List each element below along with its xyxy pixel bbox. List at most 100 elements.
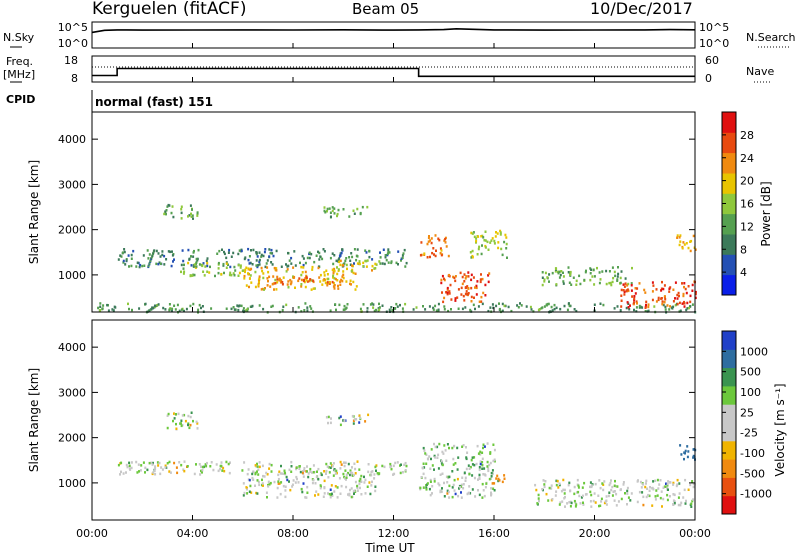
range-cell — [332, 474, 335, 477]
range-cell — [677, 291, 680, 295]
date-title: 10/Dec/2017 — [590, 0, 693, 18]
range-cell — [178, 309, 181, 313]
range-cell — [304, 277, 307, 280]
range-cell — [268, 467, 271, 470]
range-cell — [493, 448, 496, 452]
range-cell — [192, 251, 195, 254]
range-cell — [319, 280, 322, 283]
colorbar-tick-label: 28 — [740, 129, 754, 142]
range-cell — [354, 480, 357, 484]
range-cell — [676, 236, 679, 239]
range-cell — [562, 282, 565, 285]
range-cell — [484, 474, 487, 477]
range-cell — [358, 260, 361, 263]
range-cell — [443, 239, 446, 242]
range-cell — [304, 261, 307, 265]
range-cell — [343, 304, 346, 308]
range-cell — [367, 463, 370, 466]
range-cell — [364, 249, 367, 252]
range-cell — [664, 308, 667, 311]
range-cell — [635, 310, 638, 313]
range-cell — [315, 490, 318, 493]
range-cell — [336, 212, 339, 216]
range-cell — [382, 248, 385, 251]
range-cell — [469, 465, 472, 469]
range-cell — [579, 502, 582, 505]
range-cell — [578, 494, 581, 498]
range-cell — [342, 472, 345, 476]
range-cell — [491, 482, 494, 485]
range-cell — [581, 494, 584, 498]
nsky-label: N.Sky — [3, 31, 35, 44]
range-cell — [479, 450, 482, 454]
range-cell — [611, 494, 614, 497]
range-cell — [501, 309, 504, 313]
range-cell — [358, 414, 361, 417]
range-cell — [351, 264, 353, 267]
range-cell — [555, 306, 558, 310]
range-cell — [490, 487, 493, 490]
range-cell — [339, 423, 342, 427]
range-cell — [192, 255, 195, 258]
range-cell — [183, 309, 185, 313]
range-cell — [381, 262, 384, 265]
range-cell — [311, 471, 313, 474]
range-cell — [340, 484, 343, 488]
range-cell — [562, 280, 565, 283]
range-cell — [325, 472, 327, 475]
range-cell — [373, 309, 376, 313]
range-cell — [334, 485, 337, 488]
range-cell — [285, 475, 288, 479]
range-cell — [460, 483, 463, 487]
range-cell — [555, 479, 558, 483]
range-cell — [186, 465, 189, 468]
range-cell — [223, 250, 225, 254]
range-cell — [662, 486, 665, 489]
range-cell — [461, 282, 464, 286]
range-cell — [666, 493, 669, 497]
range-cell — [378, 260, 381, 263]
colorbar-tick-label: 4 — [740, 266, 747, 279]
range-cell — [353, 492, 355, 495]
range-cell — [623, 285, 626, 288]
range-cell — [465, 457, 468, 461]
range-cell — [543, 485, 546, 489]
range-cell — [251, 472, 254, 476]
range-cell — [647, 303, 650, 306]
range-cell — [325, 469, 328, 473]
range-cell — [475, 239, 478, 243]
range-cell — [429, 255, 431, 259]
range-cell — [432, 306, 435, 310]
range-cell — [538, 308, 541, 311]
range-cell — [394, 307, 397, 310]
range-cell — [148, 262, 151, 265]
range-cell — [345, 485, 348, 489]
range-cell — [191, 208, 193, 211]
range-cell — [339, 460, 342, 464]
range-cell — [441, 274, 444, 278]
range-cell — [268, 462, 271, 466]
range-cell — [467, 275, 470, 278]
range-cell — [605, 282, 608, 286]
range-cell — [575, 283, 578, 286]
range-cell — [636, 500, 639, 504]
range-cell — [437, 308, 440, 311]
range-cell — [336, 486, 339, 489]
range-cell — [201, 465, 204, 469]
nsky-right-tick-hi: 10^5 — [699, 21, 729, 34]
range-cell — [180, 263, 183, 267]
range-cell — [484, 485, 487, 489]
range-cell — [280, 265, 283, 268]
range-cell — [314, 482, 317, 485]
range-cell — [180, 419, 183, 422]
range-cell — [534, 483, 537, 487]
colorbar-segment — [722, 367, 736, 387]
range-cell — [262, 254, 265, 258]
range-cell — [440, 278, 443, 282]
range-cell — [362, 303, 365, 306]
range-cell — [332, 271, 335, 275]
range-cell — [669, 286, 672, 289]
range-cell — [401, 254, 404, 257]
